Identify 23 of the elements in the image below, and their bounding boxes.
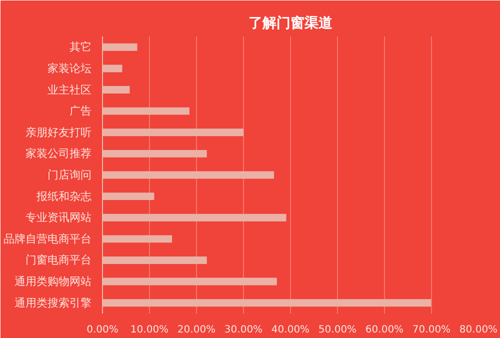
- x-tick-label: 70.00%: [412, 324, 451, 336]
- x-tick-label: 10.00%: [130, 324, 169, 336]
- y-tick-label: 通用类搜索引擎: [14, 296, 92, 310]
- y-tick-label: 广告: [70, 104, 92, 118]
- x-tick-label: 80.00%: [459, 324, 498, 336]
- x-tick-label: 0.00%: [86, 324, 118, 336]
- x-tick-label: 40.00%: [271, 324, 310, 336]
- x-tick-label: 50.00%: [318, 324, 357, 336]
- y-tick-label: 家装公司推荐: [26, 147, 92, 160]
- y-tick-label: 门店询问: [48, 168, 92, 182]
- y-tick-label: 亲朋好友打听: [26, 126, 92, 139]
- y-tick-label: 家装论坛: [48, 62, 92, 75]
- y-tick-label: 门窗电商平台: [26, 254, 92, 267]
- y-tick-label: 通用类购物网站: [14, 275, 92, 288]
- x-tick-label: 30.00%: [224, 324, 263, 336]
- x-tick-label: 20.00%: [177, 324, 216, 336]
- x-tick-label: 60.00%: [365, 324, 404, 336]
- y-tick-label: 报纸和杂志: [36, 190, 92, 203]
- y-tick-label: 其它: [70, 40, 92, 54]
- y-tick-label: 专业资讯网站: [26, 211, 92, 224]
- chart-title: 了解门窗渠道: [248, 14, 334, 32]
- y-tick-label: 业主社区: [48, 83, 92, 96]
- y-tick-label: 品牌自营电商平台: [4, 232, 92, 246]
